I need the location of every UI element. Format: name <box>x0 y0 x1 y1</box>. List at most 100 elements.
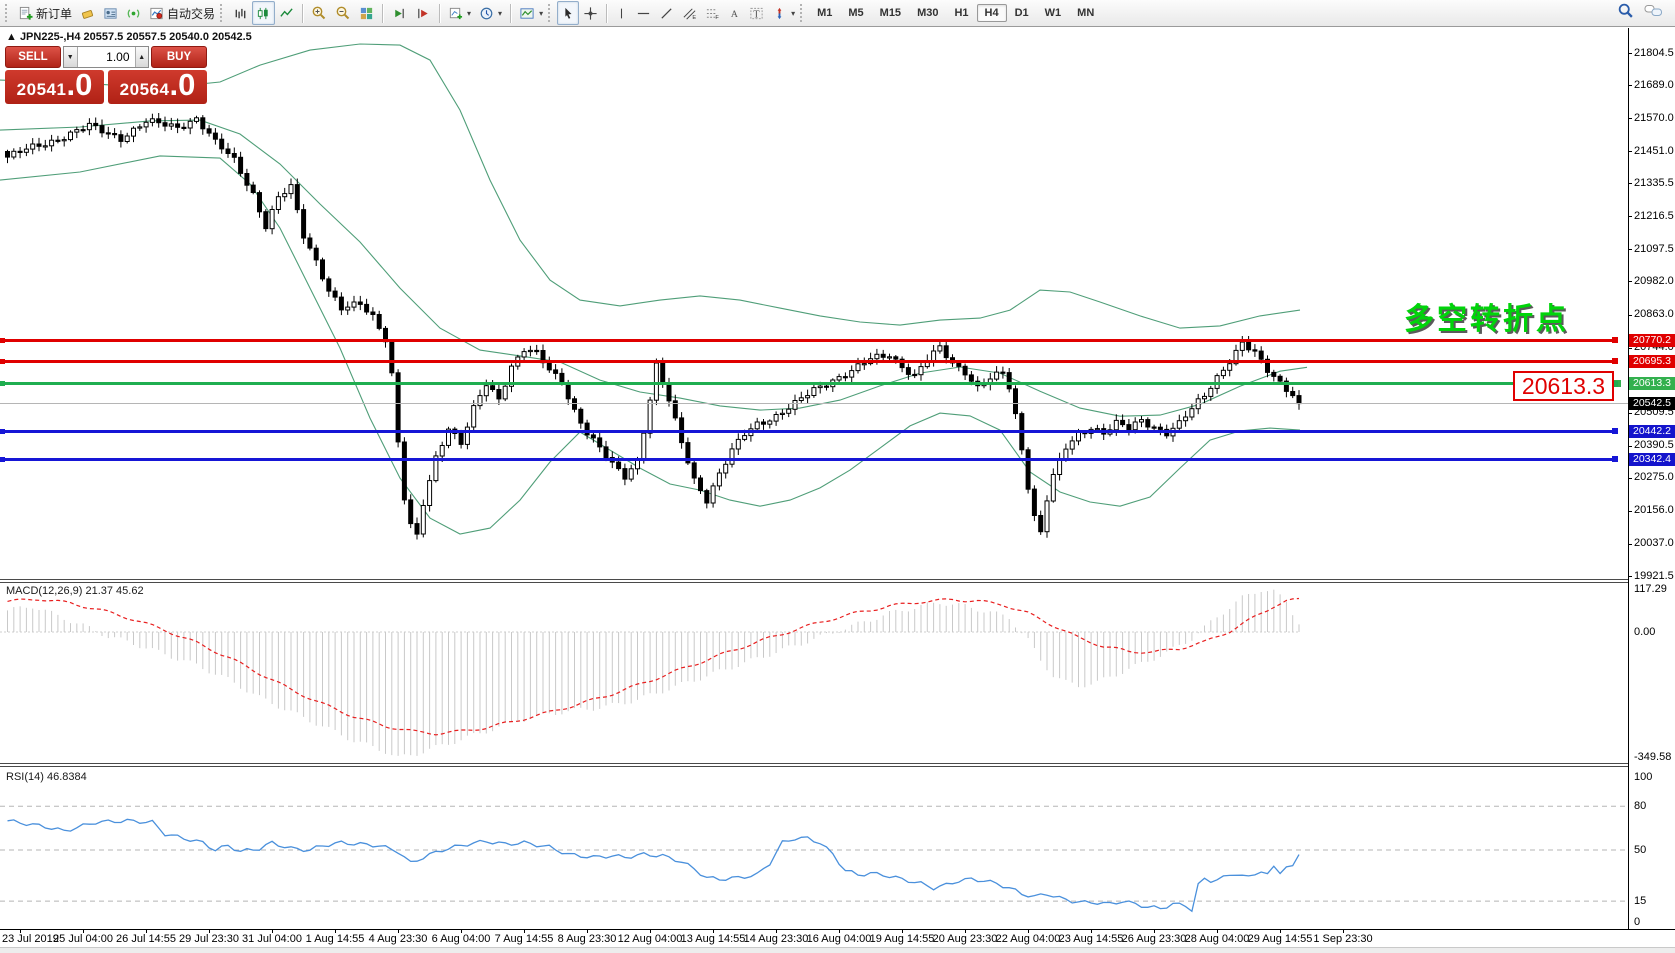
time-axis-label: 14 Aug 23:30 <box>743 933 809 945</box>
horizontal-line-object[interactable] <box>0 359 1614 363</box>
label-button[interactable]: T <box>745 1 768 25</box>
indicators-button[interactable]: ▾ <box>515 1 547 25</box>
search-icon[interactable] <box>1617 2 1634 24</box>
buy-button-label: BUY <box>166 51 192 63</box>
line-chart-button[interactable] <box>275 1 298 25</box>
volume-up-button[interactable]: ▲ <box>134 47 148 67</box>
timeframe-h4[interactable]: H4 <box>976 4 1007 22</box>
arrows-button[interactable]: ▾ <box>768 1 799 25</box>
line-handle[interactable] <box>1612 456 1618 463</box>
new-order-button[interactable]: 新订单 <box>14 1 76 25</box>
line-handle[interactable] <box>1612 380 1618 387</box>
cursor-button[interactable] <box>557 1 580 25</box>
horizontal-line-object[interactable] <box>0 429 1614 433</box>
zoom-out-button[interactable] <box>331 1 355 25</box>
horizontal-line-object[interactable] <box>0 457 1614 461</box>
price-tick-mark <box>1629 151 1632 153</box>
periods-button[interactable]: ▾ <box>475 1 506 25</box>
volume-down-button[interactable]: ▼ <box>64 47 78 67</box>
chart-shift-button[interactable] <box>411 1 435 25</box>
candlesticks <box>5 113 1302 540</box>
line-handle[interactable] <box>0 381 5 387</box>
macd-scale-label: 0.00 <box>1634 625 1656 638</box>
rsi-scale-label: 100 <box>1634 770 1653 783</box>
vertical-line-icon <box>615 6 628 21</box>
timeframe-d1[interactable]: D1 <box>1014 7 1029 19</box>
time-tick-mark <box>587 930 588 933</box>
arrows-icon <box>772 6 787 21</box>
line-handle[interactable] <box>0 358 5 364</box>
line-handle[interactable] <box>0 337 5 343</box>
line-handle[interactable] <box>1612 358 1618 365</box>
zoom-out-icon <box>335 5 351 21</box>
time-axis[interactable]: 23 Jul 2019 25 Jul 04:00 26 Jul 14:55 29 Ju… <box>0 929 1675 947</box>
chart-plot-area[interactable]: ▲ JPN225-,H4 20557.5 20557.5 20540.0 205… <box>0 28 1628 929</box>
timeframe-m1[interactable]: M1 <box>817 7 833 19</box>
timeframe-m15[interactable]: M15 <box>879 7 902 19</box>
toolbar-grip[interactable] <box>800 4 805 22</box>
time-tick-mark <box>965 930 966 933</box>
rsi-pane-splitter[interactable] <box>0 763 1628 767</box>
time-axis-label: 12 Aug 04:00 <box>617 933 683 945</box>
line-handle[interactable] <box>1612 428 1618 435</box>
toolbar-grip[interactable] <box>5 4 10 22</box>
tile-windows-button[interactable] <box>355 1 378 25</box>
zoom-in-button[interactable] <box>307 1 331 25</box>
vertical-line-button[interactable] <box>611 1 632 25</box>
ask-price-display[interactable]: 20564 .0 <box>108 69 207 104</box>
timeframe-mn[interactable]: MN <box>1077 7 1095 19</box>
svg-text:F: F <box>715 15 719 21</box>
text-button[interactable]: A <box>724 1 745 25</box>
crosshair-button[interactable] <box>579 1 602 25</box>
new-order-label: 新订单 <box>36 6 73 21</box>
price-tick-label: 20863.0 <box>1634 308 1674 321</box>
bar-chart-button[interactable] <box>229 1 252 25</box>
horizontal-line-object[interactable] <box>0 382 1614 386</box>
sell-button[interactable]: SELL <box>5 46 61 68</box>
price-tick-mark <box>1629 85 1632 87</box>
timeframe-m5[interactable]: M5 <box>848 7 864 19</box>
time-axis-label: 7 Aug 14:55 <box>494 933 554 945</box>
price-axis[interactable]: 21804.5 21689.0 21570.0 21451.0 21335.5 21216… <box>1628 28 1675 929</box>
horizontal-line-object[interactable] <box>0 338 1614 342</box>
bid-price-display[interactable]: 20541 .0 <box>5 69 104 104</box>
dropdown-arrow-icon: ▾ <box>498 8 503 18</box>
rsi-scale-label: 15 <box>1634 894 1647 907</box>
fibonacci-button[interactable]: F <box>701 1 724 25</box>
price-tick-label: 21451.0 <box>1634 144 1674 157</box>
market-watch-button[interactable] <box>99 1 122 25</box>
chat-icon[interactable] <box>1644 3 1663 24</box>
signal-icon <box>126 6 141 21</box>
autotrading-button[interactable]: 自动交易 <box>145 1 219 25</box>
bid-price-main: 20541 <box>16 80 67 99</box>
trendline-button[interactable] <box>655 1 678 25</box>
buy-button[interactable]: BUY <box>151 46 207 68</box>
price-line-label: 20770.2 <box>1629 333 1675 347</box>
time-axis-label: 1 Aug 14:55 <box>305 933 365 945</box>
timeframe-m30[interactable]: M30 <box>917 7 939 19</box>
new-chart-button[interactable]: ▾ <box>444 1 475 25</box>
price-callout-box[interactable]: 20613.3 <box>1513 371 1614 401</box>
tile-windows-icon <box>359 6 374 21</box>
line-handle[interactable] <box>0 456 5 462</box>
autotrading-icon <box>149 6 164 21</box>
autotrading-label: 自动交易 <box>167 6 216 21</box>
metaeditor-button[interactable] <box>76 1 99 25</box>
timeframe-h1[interactable]: H1 <box>954 7 969 19</box>
macd-pane-splitter[interactable] <box>0 579 1628 583</box>
line-handle[interactable] <box>0 428 5 434</box>
line-handle[interactable] <box>1612 337 1618 344</box>
turning-point-annotation[interactable]: 多空转折点 <box>1404 303 1569 336</box>
candlestick-chart-button[interactable] <box>252 1 276 25</box>
channel-button[interactable]: E <box>678 1 701 25</box>
volume-input[interactable] <box>77 47 135 67</box>
auto-scroll-button[interactable] <box>387 1 411 25</box>
toolbar-grip[interactable] <box>548 4 553 22</box>
timeframe-w1[interactable]: W1 <box>1044 7 1062 19</box>
crosshair-icon <box>583 6 598 21</box>
strategy-tester-button[interactable] <box>122 1 145 25</box>
price-tick-mark <box>1629 314 1632 316</box>
toolbar-grip[interactable] <box>220 4 225 22</box>
horizontal-line-button[interactable] <box>632 1 655 25</box>
one-click-trade-panel: SELL ▼ ▲ BUY 20541 .0 20564 .0 <box>5 46 207 104</box>
